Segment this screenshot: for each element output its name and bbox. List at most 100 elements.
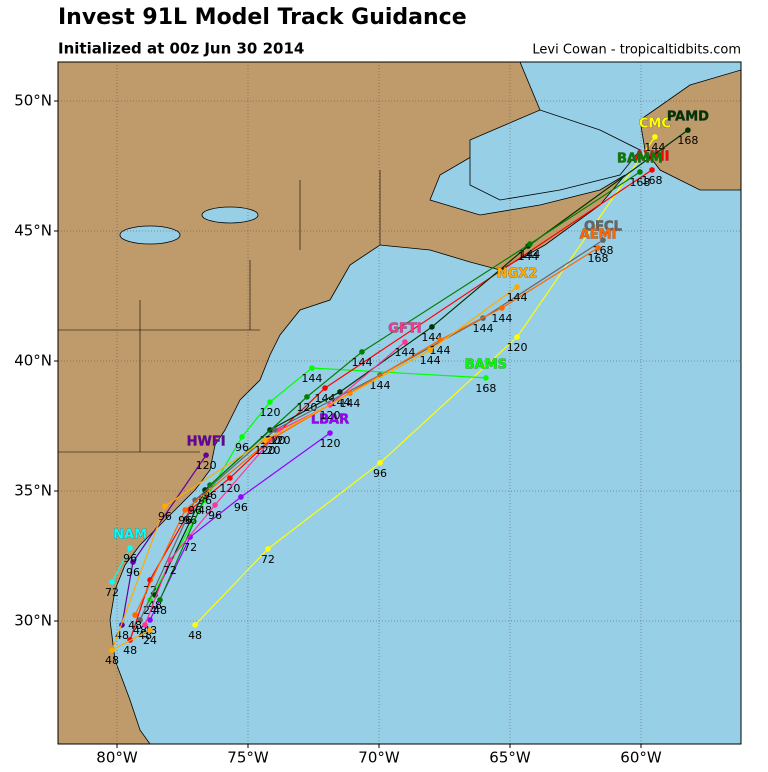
forecast-hour: 96 <box>208 509 222 522</box>
forecast-hour: 72 <box>163 564 177 577</box>
forecast-hour: 144 <box>315 392 336 405</box>
forecast-hour: 144 <box>301 372 322 385</box>
track-point <box>109 647 115 653</box>
land <box>58 62 626 744</box>
lon-tick-label: 70°W <box>358 749 400 767</box>
track-point <box>265 546 271 552</box>
track-point <box>167 557 173 563</box>
forecast-hour: 144 <box>507 291 528 304</box>
track-point <box>267 399 273 405</box>
forecast-hour: 168 <box>475 382 496 395</box>
forecast-hour: 24 <box>143 634 157 647</box>
forecast-hour: 96 <box>178 514 192 527</box>
track-point <box>652 134 658 140</box>
forecast-hour: 144 <box>421 331 442 344</box>
track-point <box>600 237 606 243</box>
track-line <box>144 341 406 626</box>
forecast-hour: 72 <box>183 541 197 554</box>
lon-tick-label: 65°W <box>489 749 531 767</box>
forecast-hour: 96 <box>126 566 140 579</box>
model-label: HWFI <box>187 435 226 450</box>
track-point <box>202 487 208 493</box>
track-point <box>192 497 198 503</box>
forecast-hour: 120 <box>507 341 528 354</box>
title: Invest 91L Model Track Guidance <box>58 5 467 30</box>
track-line <box>111 547 131 583</box>
forecast-hour: 48 <box>198 504 212 517</box>
track-point <box>147 627 153 633</box>
model-label: BAMS <box>465 357 507 372</box>
track-point <box>649 167 655 173</box>
model-label: PAMD <box>667 110 709 125</box>
forecast-hour: 144 <box>339 397 360 410</box>
track-point <box>427 347 433 353</box>
forecast-hour: 168 <box>629 176 650 189</box>
track-point <box>322 385 328 391</box>
borders <box>58 170 381 453</box>
track-point <box>337 389 343 395</box>
lake <box>201 206 259 224</box>
track-point <box>157 597 163 603</box>
lon-tick-label: 60°W <box>620 749 662 767</box>
track-point <box>304 394 310 400</box>
track-point <box>402 339 408 345</box>
forecast-hour: 144 <box>370 379 391 392</box>
forecast-hour: 96 <box>373 467 387 480</box>
forecast-hour: 48 <box>188 629 202 642</box>
track-point <box>147 617 153 623</box>
track-point <box>109 579 115 585</box>
map-frame <box>57 61 742 745</box>
track-point <box>142 622 148 628</box>
forecast-hour: 168 <box>642 174 663 187</box>
forecast-hour: 120 <box>196 459 217 472</box>
forecast-hour: 144 <box>518 250 539 263</box>
track-point <box>130 559 136 565</box>
track-point <box>238 494 244 500</box>
forecast-hour: 96 <box>234 501 248 514</box>
track-point <box>359 349 365 355</box>
track-point <box>162 503 168 509</box>
gulf-st-lawrence <box>469 109 641 201</box>
forecast-hour: 96 <box>235 441 249 454</box>
forecast-hour: 48 <box>128 619 142 632</box>
model-label: OFCL <box>584 220 622 235</box>
forecast-hour: 72 <box>261 553 275 566</box>
track-point <box>272 427 278 433</box>
forecast-hour: 168 <box>588 252 609 265</box>
model-label: GFTI <box>388 322 421 337</box>
track-point <box>514 334 520 340</box>
model-label: NGX2 <box>497 266 538 281</box>
tracks: 487296120144CMC244896120144168BAMS487296… <box>105 109 709 667</box>
grid: 80°W 75°W 70°W 65°W 60°W 30°N 35°N 40°N 45°N 50°N <box>14 62 741 767</box>
forecast-hour: 120 <box>269 434 290 447</box>
track-point <box>192 622 198 628</box>
lon-tick-label: 80°W <box>96 749 138 767</box>
track-point <box>514 284 520 290</box>
forecast-hour: 144 <box>519 248 540 261</box>
forecast-hour: 48 <box>123 644 137 657</box>
forecast-hour: 48 <box>105 654 119 667</box>
model-label: BAMM <box>617 151 663 166</box>
track-point <box>483 375 489 381</box>
forecast-hour: 96 <box>158 510 172 523</box>
forecast-hour: 96 <box>123 552 137 565</box>
track-point <box>429 324 435 330</box>
track-point <box>127 545 133 551</box>
track-point <box>685 127 691 133</box>
model-label: LBAR <box>311 413 349 428</box>
track-point <box>187 534 193 540</box>
lat-tick-label: 40°N <box>14 352 52 370</box>
forecast-hour: 72 <box>105 586 119 599</box>
track-point <box>595 245 601 251</box>
forecast-hour: 120 <box>320 437 341 450</box>
forecast-hour: 144 <box>491 312 512 325</box>
forecast-hour: 144 <box>351 356 372 369</box>
track-point <box>377 460 383 466</box>
track-point <box>137 617 143 623</box>
basemap <box>58 62 741 744</box>
model-label: AEMI <box>580 227 617 242</box>
track-point <box>637 169 643 175</box>
track-point <box>227 475 233 481</box>
